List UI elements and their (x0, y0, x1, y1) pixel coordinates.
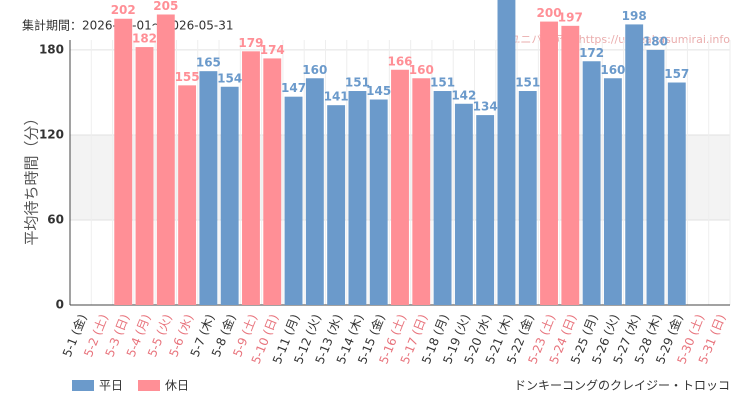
data-label: 197 (558, 10, 583, 24)
bar (242, 51, 260, 305)
bar (284, 96, 303, 305)
legend-swatch (72, 380, 94, 391)
legend-label: 休日 (165, 379, 189, 393)
data-label: 154 (217, 71, 242, 85)
bar (540, 21, 558, 305)
bar (305, 78, 324, 306)
y-tick-label: 0 (56, 298, 64, 312)
bar (135, 47, 154, 305)
y-tick-label: 60 (47, 212, 64, 226)
bar (476, 115, 495, 305)
bar (454, 103, 473, 305)
bar (391, 69, 409, 305)
y-tick-label: 180 (39, 42, 64, 56)
footer: ドンキーコングのクレイジー・トロッコ (514, 379, 730, 393)
bar (667, 82, 686, 305)
data-label: 157 (664, 67, 689, 81)
data-label: 160 (600, 63, 625, 77)
bar (156, 14, 175, 306)
bar (114, 18, 133, 305)
data-label: 142 (451, 88, 476, 102)
data-label: 200 (537, 6, 562, 20)
data-label: 151 (430, 76, 455, 90)
data-label: 141 (324, 90, 349, 104)
data-label: 179 (238, 36, 263, 50)
bar (178, 85, 197, 305)
data-label: 160 (409, 63, 434, 77)
data-label: 182 (132, 32, 157, 46)
bar (220, 86, 239, 305)
legend-label: 平日 (99, 379, 123, 393)
data-label: 174 (260, 43, 285, 57)
bar (263, 58, 282, 306)
bar (327, 105, 346, 305)
bar (518, 91, 537, 305)
bar (412, 78, 431, 306)
data-label: 166 (387, 54, 412, 68)
data-label: 165 (196, 56, 221, 70)
bar (433, 91, 452, 305)
data-label: 172 (579, 46, 604, 60)
bar (625, 24, 644, 305)
bar (603, 78, 622, 306)
bar (582, 61, 601, 305)
y-axis-label: 平均待ち時間（分） (23, 110, 41, 245)
data-label: 155 (175, 70, 200, 84)
data-label: 180 (643, 34, 668, 48)
bar (348, 91, 367, 305)
data-label: 134 (473, 100, 498, 114)
data-label: 151 (515, 76, 540, 90)
bar (199, 71, 218, 305)
y-tick-label: 120 (39, 127, 64, 141)
legend-swatch (138, 380, 160, 391)
bar (369, 99, 388, 306)
data-label: 151 (345, 76, 370, 90)
bar (646, 49, 665, 305)
data-label: 198 (622, 9, 647, 23)
data-label: 160 (302, 63, 327, 77)
data-label: 202 (111, 3, 136, 17)
bar (561, 25, 580, 305)
bar (497, 0, 516, 306)
data-label: 145 (366, 84, 391, 98)
data-label: 147 (281, 81, 306, 95)
data-label: 205 (153, 0, 178, 13)
